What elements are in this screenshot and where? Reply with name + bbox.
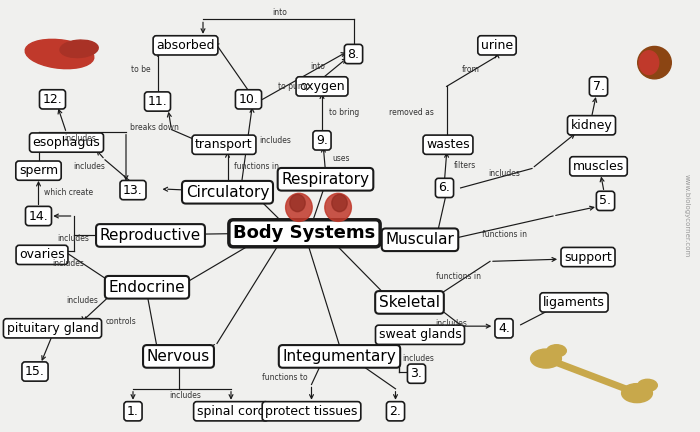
Text: Respiratory: Respiratory [281, 172, 370, 187]
Text: functions to: functions to [262, 374, 308, 382]
Text: wastes: wastes [426, 138, 470, 151]
Text: www.biologycorner.com: www.biologycorner.com [683, 175, 689, 257]
Text: pituitary gland: pituitary gland [6, 322, 99, 335]
Text: support: support [564, 251, 612, 264]
Text: 14.: 14. [29, 210, 48, 222]
Circle shape [622, 384, 652, 403]
Ellipse shape [332, 194, 347, 212]
Text: oxygen: oxygen [299, 80, 345, 93]
Text: to be: to be [131, 65, 150, 73]
Text: 9.: 9. [316, 134, 328, 147]
Circle shape [531, 349, 561, 368]
Text: to pump: to pump [278, 82, 310, 91]
Ellipse shape [639, 51, 659, 74]
Text: 7.: 7. [592, 80, 605, 93]
Circle shape [547, 345, 566, 357]
Text: Skeletal: Skeletal [379, 295, 440, 310]
Text: Nervous: Nervous [147, 349, 210, 364]
Text: transport: transport [195, 138, 253, 151]
Text: includes: includes [169, 391, 202, 400]
Text: Reproductive: Reproductive [100, 228, 201, 243]
Text: controls: controls [106, 318, 136, 326]
Ellipse shape [638, 47, 671, 79]
Text: removed as: removed as [389, 108, 434, 117]
Ellipse shape [290, 194, 305, 212]
Text: 5.: 5. [599, 194, 612, 207]
Text: protect tissues: protect tissues [265, 405, 358, 418]
Circle shape [638, 379, 657, 391]
Text: 12.: 12. [43, 93, 62, 106]
Text: includes: includes [435, 319, 468, 328]
Text: 2.: 2. [390, 405, 401, 418]
Text: includes: includes [73, 162, 105, 171]
Text: uses: uses [332, 155, 350, 163]
Text: Muscular: Muscular [386, 232, 454, 247]
Text: esophagus: esophagus [33, 136, 100, 149]
Text: 13.: 13. [123, 184, 143, 197]
Text: 6.: 6. [439, 181, 450, 194]
Text: breaks down: breaks down [130, 123, 178, 132]
Text: includes: includes [66, 296, 98, 305]
Text: which create: which create [44, 188, 93, 197]
Text: ligaments: ligaments [543, 296, 605, 309]
Ellipse shape [325, 194, 351, 221]
Text: 11.: 11. [148, 95, 167, 108]
Text: includes: includes [64, 134, 97, 143]
Text: absorbed: absorbed [156, 39, 215, 52]
Text: spinal cord: spinal cord [197, 405, 265, 418]
Text: sperm: sperm [19, 164, 58, 177]
Text: includes: includes [488, 169, 520, 178]
Text: to bring: to bring [329, 108, 359, 117]
Text: ovaries: ovaries [19, 248, 65, 261]
Ellipse shape [25, 39, 94, 69]
Text: 3.: 3. [411, 367, 422, 380]
Text: muscles: muscles [573, 160, 624, 173]
Text: Circulatory: Circulatory [186, 185, 270, 200]
Text: 8.: 8. [347, 48, 360, 60]
Text: kidney: kidney [570, 119, 612, 132]
Ellipse shape [60, 40, 98, 57]
Text: 1.: 1. [127, 405, 139, 418]
Text: functions in: functions in [234, 162, 279, 171]
Text: Body Systems: Body Systems [233, 224, 376, 242]
Text: includes: includes [57, 234, 90, 243]
Text: urine: urine [481, 39, 513, 52]
Ellipse shape [286, 194, 312, 221]
Text: into: into [272, 8, 288, 17]
Text: functions in: functions in [436, 272, 481, 281]
Text: sweat glands: sweat glands [379, 328, 461, 341]
Text: from: from [462, 65, 480, 73]
Text: Endocrine: Endocrine [108, 280, 186, 295]
Text: includes: includes [259, 136, 291, 145]
Text: filters: filters [454, 161, 476, 169]
Text: Integumentary: Integumentary [283, 349, 396, 364]
Text: includes: includes [402, 354, 435, 363]
Text: 4.: 4. [498, 322, 510, 335]
Text: includes: includes [52, 259, 84, 268]
Text: 15.: 15. [25, 365, 45, 378]
Text: functions in: functions in [482, 230, 526, 239]
Text: into: into [311, 63, 326, 71]
Text: 10.: 10. [239, 93, 258, 106]
